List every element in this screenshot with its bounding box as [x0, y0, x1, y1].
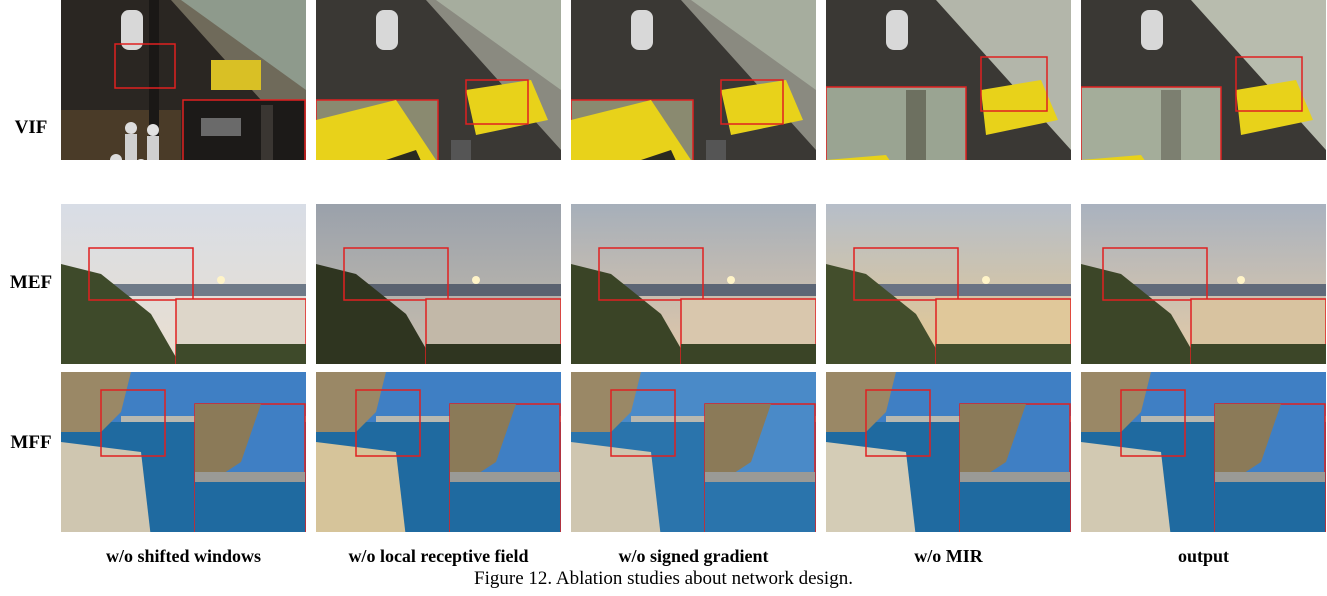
row-label-vif: VIF [14, 117, 48, 138]
mef-panel-no-shifted-windows [61, 204, 306, 364]
mef-panel-no-signed-gradient [571, 204, 816, 364]
mef-panel-no-local-receptive-field [316, 204, 561, 364]
mff-panel-output [1081, 372, 1326, 532]
mff-panel-no-mir [826, 372, 1071, 532]
row-label-mef: MEF [9, 272, 53, 293]
vif-panel-no-local-receptive-field [316, 0, 561, 160]
col-label-no-local-receptive-field: w/o local receptive field [348, 546, 529, 566]
figure-caption: Figure 12. Ablation studies about networ… [474, 568, 853, 589]
mff-panel-no-local-receptive-field [316, 372, 561, 532]
mef-panel-no-mir [826, 204, 1071, 364]
vif-panel-output [1081, 0, 1326, 160]
vif-panel-no-mir [826, 0, 1071, 160]
row-label-mff: MFF [10, 432, 52, 453]
col-label-no-shifted-windows: w/o shifted windows [105, 546, 262, 566]
vif-panel-no-signed-gradient [571, 0, 816, 160]
col-label-no-signed-gradient: w/o signed gradient [618, 546, 769, 566]
mef-panel-output [1081, 204, 1326, 364]
vif-panel-no-shifted-windows [61, 0, 306, 160]
col-label-no-mir: w/o MIR [914, 546, 983, 566]
col-label-output: output [1177, 546, 1230, 566]
mff-panel-no-signed-gradient [571, 372, 816, 532]
mff-panel-no-shifted-windows [61, 372, 306, 532]
